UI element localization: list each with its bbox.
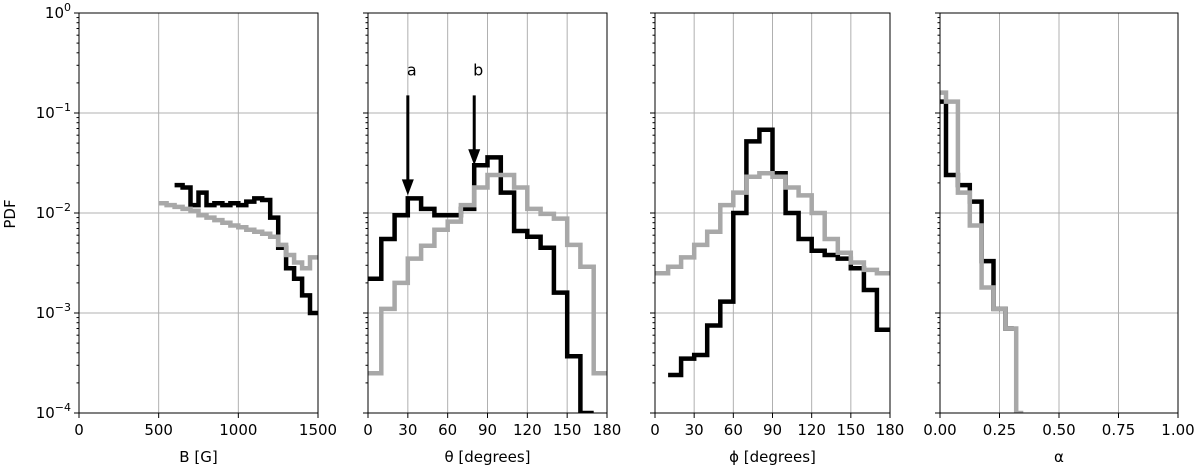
- x-axis-label: B [G]: [179, 448, 217, 466]
- y-tick-label: 10−3: [36, 301, 71, 322]
- panel-1: 0 500 1000 1500 10−4 10−3 10−2 10−1 100 B [G]: [36, 1, 337, 466]
- annotation-arrow-head: [468, 149, 481, 166]
- panel-2: 0 30 60 90 120 150 180 θ [degrees] a b: [363, 12, 622, 466]
- x-tick-label: 90: [763, 421, 782, 439]
- series-dark-line: [174, 182, 318, 316]
- annotation-label: b: [473, 60, 483, 79]
- annotation-label: a: [407, 60, 417, 79]
- series-dark-line: [668, 127, 890, 378]
- x-tick-label: 90: [478, 421, 497, 439]
- x-tick-label: 150: [553, 421, 582, 439]
- series-light-line: [940, 90, 1024, 413]
- x-tick-label: 0: [363, 421, 373, 439]
- y-tick-label: 100: [45, 1, 71, 22]
- panel-3: 0 30 60 90 120 150 180 ϕ [degrees]: [650, 12, 905, 466]
- x-tick-label: 120: [513, 421, 542, 439]
- x-tick-label: 1000: [219, 421, 257, 439]
- series-dark-line: [368, 155, 594, 413]
- series-dark-line: [940, 99, 1014, 331]
- x-tick-label: 0.00: [923, 421, 956, 439]
- x-tick-label: 30: [685, 421, 704, 439]
- series-light-line: [655, 170, 890, 276]
- y-tick-label: 10−1: [36, 101, 71, 122]
- x-axis-label: θ [degrees]: [444, 448, 530, 466]
- x-tick-label: 120: [797, 421, 826, 439]
- y-axis-label: PDF: [1, 199, 19, 228]
- x-axis-label: ϕ [degrees]: [729, 448, 816, 466]
- series-light-line: [368, 172, 607, 376]
- panel-4: 0.00 0.25 0.50 0.75 1.00 α: [923, 12, 1195, 466]
- x-tick-label: 150: [837, 421, 866, 439]
- x-tick-label: 0.25: [983, 421, 1016, 439]
- series-light-line: [158, 201, 318, 271]
- x-tick-label: 0: [650, 421, 660, 439]
- x-tick-label: 0: [74, 421, 84, 439]
- y-tick-label: 10−4: [36, 401, 71, 422]
- annotation-arrow-head: [401, 179, 414, 196]
- x-tick-label: 0.50: [1042, 421, 1075, 439]
- x-tick-label: 500: [144, 421, 173, 439]
- x-tick-label: 180: [876, 421, 905, 439]
- x-tick-label: 30: [398, 421, 417, 439]
- x-tick-label: 180: [593, 421, 622, 439]
- x-tick-label: 1500: [299, 421, 337, 439]
- x-tick-label: 60: [724, 421, 743, 439]
- y-tick-label: 10−2: [36, 201, 71, 222]
- x-tick-label: 60: [438, 421, 457, 439]
- x-axis-label: α: [1054, 448, 1064, 466]
- x-tick-label: 0.75: [1102, 421, 1135, 439]
- x-tick-label: 1.00: [1161, 421, 1194, 439]
